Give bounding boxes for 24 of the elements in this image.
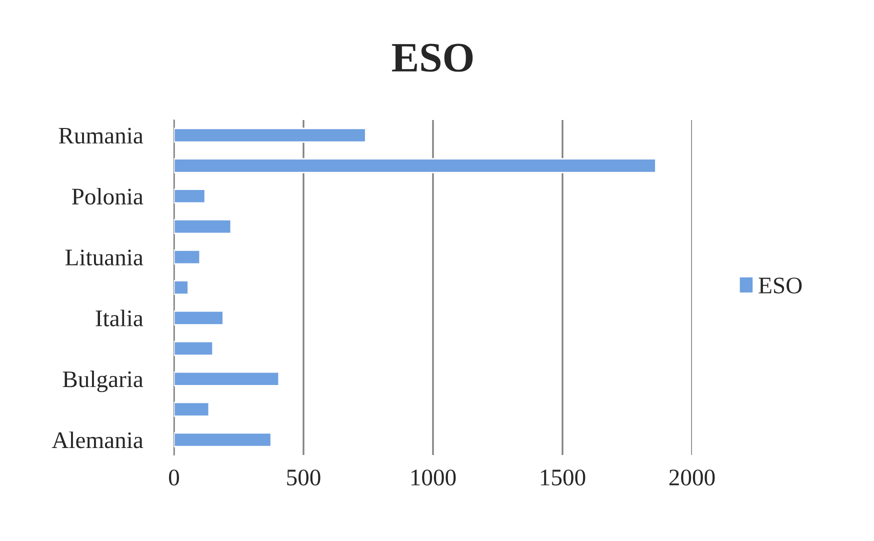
legend-label: ESO: [758, 278, 802, 294]
x-tick-label: 1000: [411, 470, 456, 486]
bar: [174, 128, 366, 143]
bar: [174, 250, 201, 265]
bar: [174, 310, 224, 326]
bar: [174, 432, 272, 448]
y-tick-label: Polonia: [72, 188, 144, 205]
y-tick-label: Rumania: [58, 128, 144, 144]
bar: [174, 188, 206, 204]
bar: [174, 219, 232, 234]
bar: [174, 280, 189, 296]
x-tick-label: 0: [168, 470, 180, 486]
bar: [174, 158, 656, 174]
y-tick-label: Bulgaria: [62, 370, 144, 392]
y-tick-label: Alemania: [52, 432, 144, 448]
y-tick-label: Lituania: [65, 250, 144, 266]
x-tick-label: 500: [287, 470, 320, 486]
x-tick-label: 2000: [669, 470, 715, 486]
chart-title: ESO: [392, 44, 473, 72]
x-tick-label: 1500: [540, 470, 586, 486]
bar: [174, 371, 280, 386]
bar: [174, 402, 210, 417]
bar: [174, 340, 214, 356]
y-tick-label: Italia: [96, 310, 144, 326]
